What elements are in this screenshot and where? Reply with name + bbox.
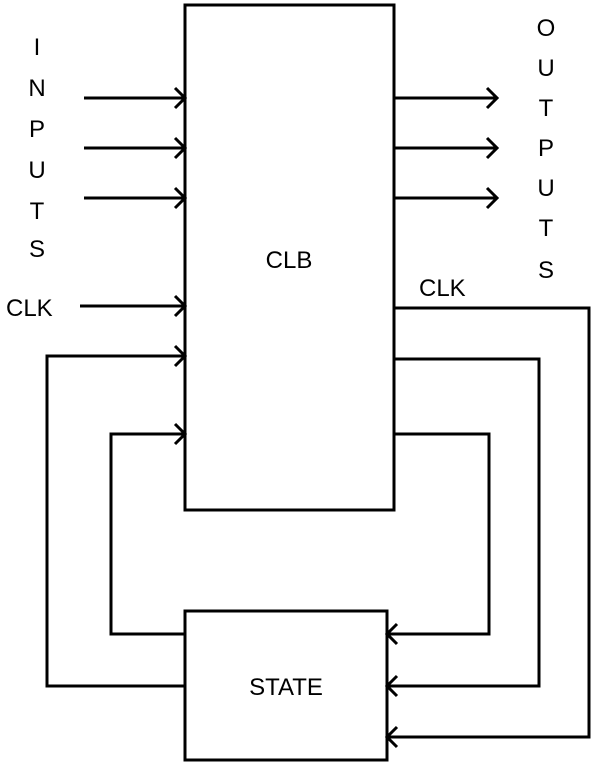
input-arrow [84,136,188,160]
inputs-label: I N P U T S [28,34,45,263]
clk-input-label: CLK [6,295,53,322]
inputs-letter: I [34,34,41,61]
output-arrow [394,186,500,210]
clb-to-state-inner [384,432,491,646]
state-feedback-inner [109,422,188,636]
outputs-letter: U [537,55,554,82]
inputs-letter: T [30,198,45,225]
outputs-letter: S [538,257,554,284]
state-block [183,609,389,762]
outputs-letter: O [537,15,556,42]
clk-input-arrow [80,294,188,318]
clk-to-state [384,306,591,749]
clk-output-label: CLK [419,275,466,302]
outputs-letter: T [539,95,554,122]
state-label: STATE [249,674,323,701]
outputs-letter: T [539,215,554,242]
outputs-letter: P [538,135,554,162]
inputs-letter: U [28,157,45,184]
outputs-letter: U [537,175,554,202]
inputs-letter: N [28,75,45,102]
inputs-letter: P [29,116,45,143]
state-feedback-outer [45,344,188,688]
inputs-letter: S [29,236,45,263]
clb-to-state-middle [384,357,541,698]
clb-block [183,3,396,512]
output-arrow [394,86,500,110]
outputs-label: O U T P U T S [537,15,556,284]
output-arrow [394,136,500,160]
input-arrow [84,186,188,210]
clb-label: CLB [266,247,313,274]
input-arrow [84,86,188,110]
